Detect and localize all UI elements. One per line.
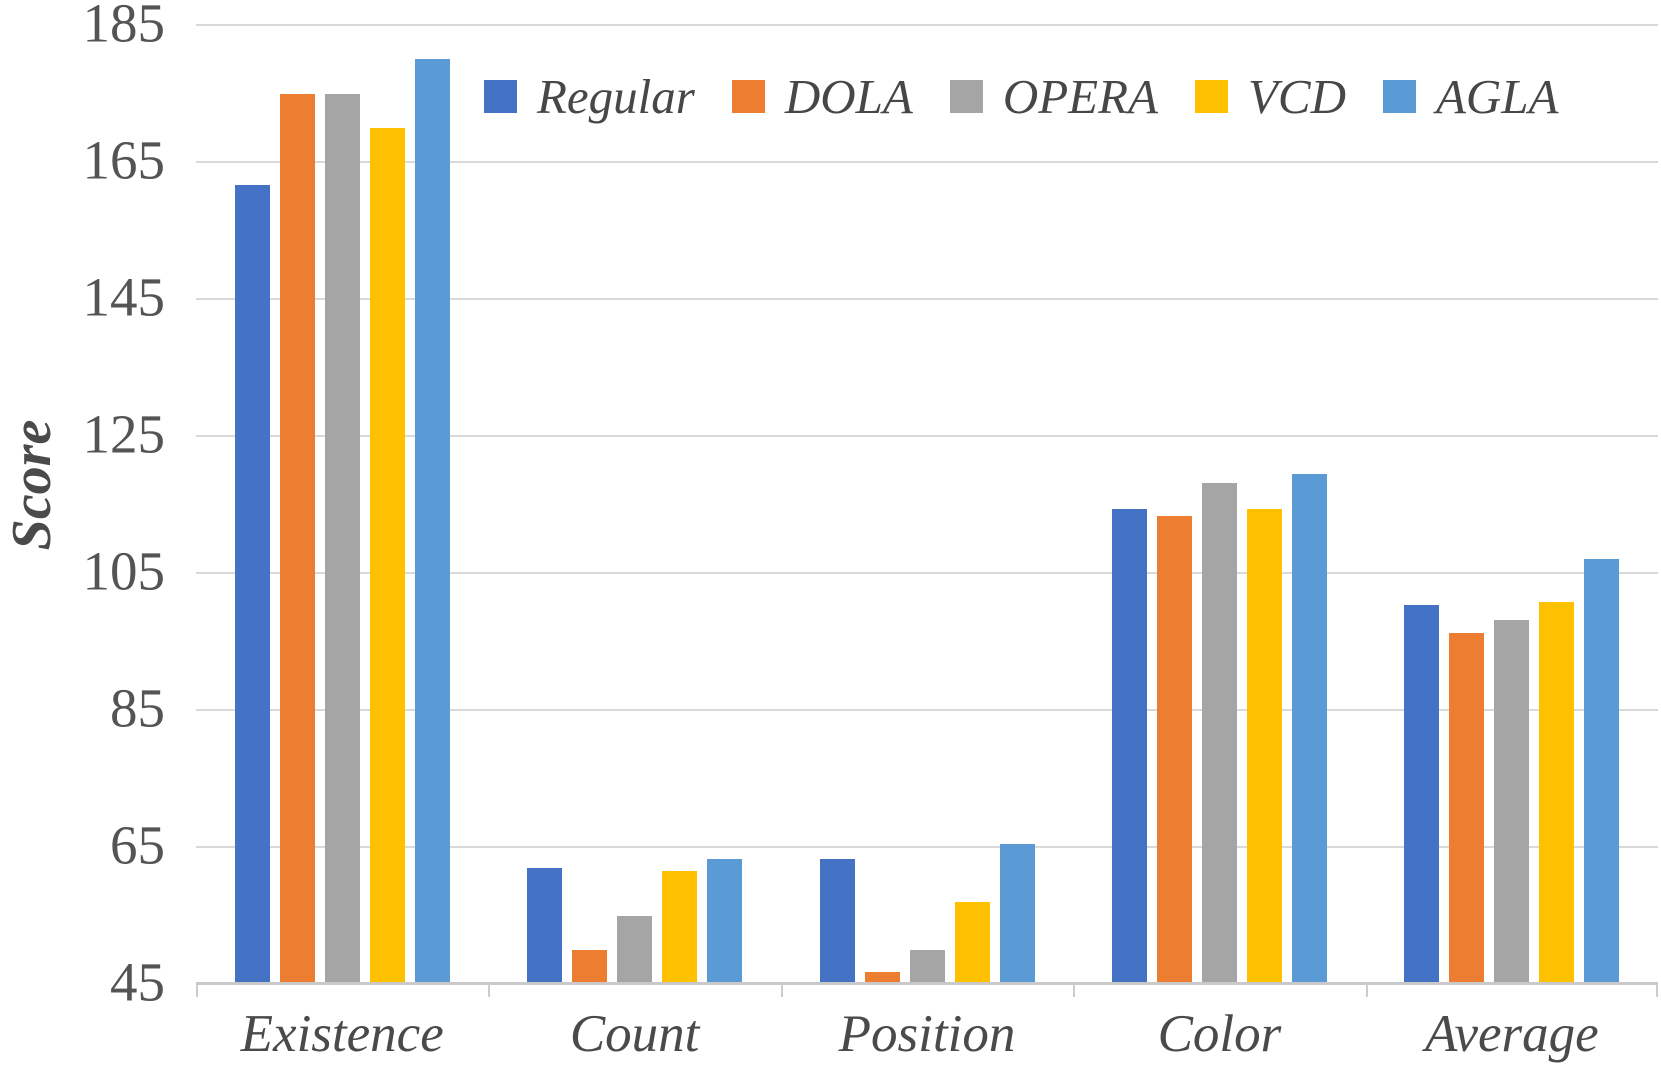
y-tick-label: 145: [82, 266, 166, 328]
gridline: [196, 298, 1658, 300]
bar-dola-color: [1156, 516, 1192, 984]
bar-group-average: [1366, 559, 1658, 984]
x-axis-label-position: Position: [838, 1005, 1016, 1063]
legend-item-vcd: VCD: [1194, 69, 1346, 124]
x-axis-label-color: Color: [1157, 1005, 1282, 1063]
gridline: [196, 709, 1658, 711]
category-tick: [488, 985, 491, 997]
x-axis-labels: Existence Count Position Color Average: [196, 1003, 1658, 1067]
bar-regular-position: [819, 858, 855, 984]
bar-regular-average: [1404, 605, 1440, 984]
y-axis-ticks: 45 65 85 105 125 145 165 185: [0, 0, 168, 1090]
legend-label: VCD: [1247, 69, 1346, 124]
bar-group-position: [781, 844, 1073, 984]
bar-group-color: [1073, 474, 1365, 984]
legend-item-dola: DOLA: [731, 69, 913, 124]
bar-group-count: [488, 858, 780, 984]
legend-item-opera: OPERA: [949, 69, 1158, 124]
x-axis-line: [196, 982, 1658, 985]
bar-agla-color: [1291, 474, 1327, 984]
legend-swatch-regular: [484, 80, 517, 113]
bar-vcd-average: [1539, 601, 1575, 984]
x-axis-label-average: Average: [1425, 1005, 1599, 1063]
legend-label: OPERA: [1002, 69, 1158, 124]
gridline: [196, 572, 1658, 574]
y-tick-label: 105: [82, 540, 166, 602]
plot-area: Regular DOLA OPERA VCD AGLA: [196, 24, 1658, 997]
legend-label: Regular: [537, 69, 695, 124]
bar-regular-count: [527, 867, 563, 984]
legend-label: AGLA: [1435, 69, 1559, 124]
category-tick: [196, 985, 198, 997]
bar-dola-existence: [279, 93, 315, 984]
gridline: [196, 24, 1658, 26]
bar-regular-existence: [234, 184, 270, 984]
x-axis-label-count: Count: [569, 1005, 700, 1063]
legend-swatch-dola: [731, 80, 765, 113]
y-tick-label: 185: [82, 0, 166, 54]
bar-vcd-position: [954, 901, 990, 984]
legend-label: DOLA: [784, 69, 913, 124]
bar-agla-average: [1584, 559, 1620, 984]
gridline: [196, 435, 1658, 437]
category-tick: [1656, 985, 1658, 997]
y-tick-label: 45: [110, 951, 165, 1013]
bar-opera-position: [909, 949, 945, 984]
legend-item-regular: Regular: [484, 72, 695, 121]
y-tick-label: 65: [110, 814, 165, 876]
bar-regular-color: [1111, 508, 1147, 984]
legend-item-agla: AGLA: [1382, 69, 1559, 124]
category-tick: [780, 985, 783, 997]
bar-group-existence: [196, 59, 488, 984]
legend-swatch-vcd: [1194, 80, 1228, 113]
bar-opera-average: [1494, 619, 1530, 984]
bar-agla-count: [707, 858, 743, 984]
legend: Regular DOLA OPERA VCD AGLA: [484, 72, 1558, 121]
bar-dola-position: [864, 972, 900, 984]
bar-groups: [196, 25, 1658, 984]
bar-vcd-count: [662, 870, 698, 984]
bar-vcd-existence: [369, 127, 405, 984]
bar-dola-count: [572, 949, 608, 984]
category-tick: [1073, 985, 1076, 997]
gridline: [196, 846, 1658, 848]
bar-vcd-color: [1246, 508, 1282, 984]
y-tick-label: 165: [82, 129, 166, 191]
bar-opera-color: [1201, 483, 1237, 984]
y-tick-label: 125: [82, 403, 166, 465]
legend-swatch-opera: [949, 80, 983, 113]
legend-swatch-agla: [1382, 80, 1416, 113]
bar-dola-average: [1449, 633, 1485, 984]
y-tick-label: 85: [110, 677, 165, 739]
bar-opera-count: [617, 915, 653, 984]
x-axis-label-existence: Existence: [240, 1005, 444, 1063]
category-tick: [1365, 985, 1368, 997]
bar-opera-existence: [324, 93, 360, 984]
bar-agla-position: [999, 844, 1035, 984]
gridline: [196, 161, 1658, 163]
bar-agla-existence: [414, 59, 450, 984]
